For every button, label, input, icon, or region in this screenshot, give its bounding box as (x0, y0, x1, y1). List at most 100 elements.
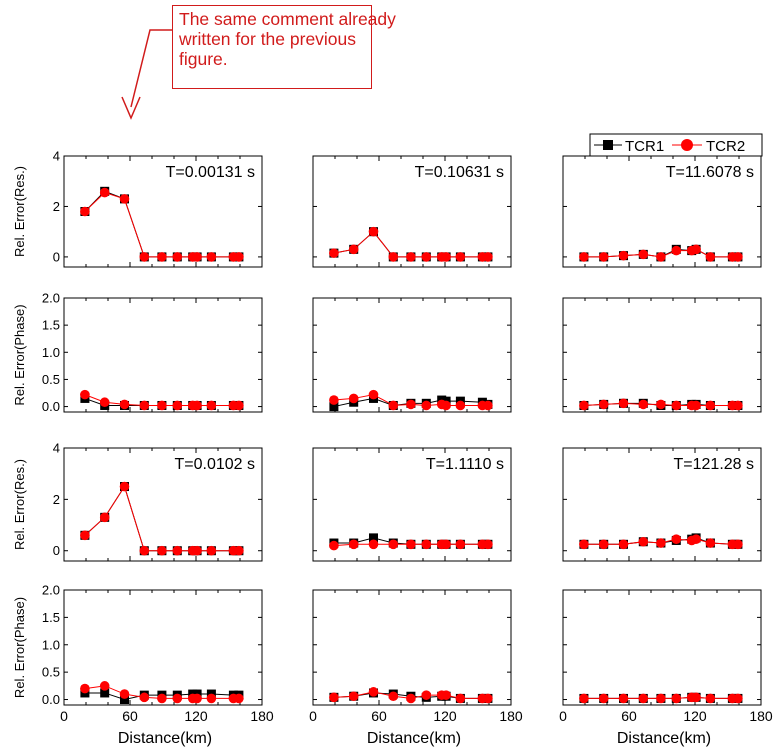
data-point (638, 399, 649, 410)
data-point (406, 399, 416, 410)
data-point (579, 252, 589, 262)
data-point (691, 244, 701, 255)
panel: T=1.1110 s (312, 447, 512, 562)
data-point (206, 252, 217, 262)
panel-frame (63, 589, 263, 706)
data-point (455, 252, 466, 262)
legend-marker-tcr1 (603, 140, 613, 150)
x-tick-label: 0 (309, 708, 317, 724)
data-point (638, 693, 649, 704)
period-annotation: T=0.10631 s (415, 164, 504, 181)
data-point (483, 400, 493, 411)
data-point (368, 389, 379, 400)
y-tick-label: 2.0 (42, 583, 60, 598)
y-tick-label: 0.0 (42, 692, 60, 707)
data-point (388, 400, 399, 411)
data-point (691, 534, 701, 544)
data-point (638, 536, 649, 547)
data-point (579, 539, 589, 550)
data-point (618, 398, 629, 409)
x-tick-label: 180 (499, 708, 523, 724)
x-tick-label: 180 (250, 708, 274, 724)
data-point (234, 693, 244, 704)
data-point (483, 539, 493, 550)
data-point (157, 252, 167, 262)
data-point (348, 244, 359, 255)
data-point (329, 248, 339, 258)
legend-marker-tcr2 (681, 139, 693, 151)
data-point (348, 539, 359, 550)
data-point (388, 539, 399, 550)
data-point (455, 400, 466, 411)
data-point (329, 692, 339, 703)
x-axis-label: Distance(km) (118, 730, 212, 747)
data-point (441, 539, 451, 550)
data-point (234, 400, 244, 411)
data-point (705, 538, 716, 548)
data-point (618, 539, 629, 550)
period-annotation: T=0.00131 s (166, 164, 255, 181)
x-axis-label: Distance(km) (617, 730, 711, 747)
data-point (421, 400, 432, 411)
x-tick-label: 0 (60, 708, 68, 724)
period-annotation: T=0.0102 s (175, 456, 256, 473)
y-axis-label: Rel. Error(Phase) (12, 597, 27, 698)
x-tick-label: 60 (371, 708, 387, 724)
panel: 0 2 4 T=0.0102 s (53, 441, 263, 562)
data-point (406, 693, 416, 704)
y-tick-label: 0.5 (42, 665, 60, 680)
data-point (192, 693, 202, 704)
data-point (80, 530, 90, 541)
panel-frame (63, 447, 263, 562)
panel: T=121.28 s (562, 447, 762, 562)
data-point (120, 695, 129, 705)
data-point (119, 399, 130, 410)
comment-line-2: written for the previous (179, 29, 357, 49)
data-point (618, 693, 629, 704)
period-annotation: T=1.1110 s (426, 456, 504, 473)
data-point (100, 688, 110, 698)
data-point (598, 539, 609, 550)
y-axis-label: Rel. Error(Phase) (12, 304, 27, 405)
data-point (483, 252, 493, 262)
data-point (441, 252, 451, 262)
data-point (656, 252, 666, 262)
data-point (638, 249, 649, 260)
data-point (329, 540, 339, 551)
data-point (348, 393, 359, 404)
panel-frame (63, 297, 263, 413)
data-point (192, 545, 202, 556)
panel: 0 60 120 180 Distance(km) (559, 589, 773, 747)
data-point (733, 539, 743, 550)
y-tick-label: 1.5 (42, 318, 60, 333)
panel-frame (562, 589, 762, 706)
x-tick-label: 60 (122, 708, 138, 724)
comment-box: The same comment already written for the… (172, 5, 396, 89)
data-point (80, 683, 90, 694)
data-point (119, 194, 130, 204)
x-tick-label: 120 (184, 708, 208, 724)
data-point (157, 400, 167, 411)
comment-line-3: figure. (179, 49, 228, 69)
data-point (192, 252, 202, 262)
data-point (598, 693, 609, 704)
panel-frame (562, 297, 762, 413)
data-point (348, 691, 359, 702)
panel-frame (312, 155, 512, 268)
data-point (483, 693, 493, 704)
data-point (691, 692, 701, 703)
y-tick-label: 1.5 (42, 610, 60, 625)
data-point (99, 397, 110, 408)
comment-arrow (121, 29, 172, 120)
y-tick-label: 2.0 (42, 291, 60, 306)
panel: 0 2 4 T=0.00131 s (53, 149, 263, 268)
data-point (157, 693, 167, 704)
data-point (368, 539, 379, 550)
data-point (733, 252, 743, 262)
data-point (99, 187, 110, 198)
panel (312, 297, 512, 413)
panel-frame (312, 297, 512, 413)
y-tick-label: 0.5 (42, 372, 60, 387)
panel: T=0.10631 s (312, 155, 512, 268)
